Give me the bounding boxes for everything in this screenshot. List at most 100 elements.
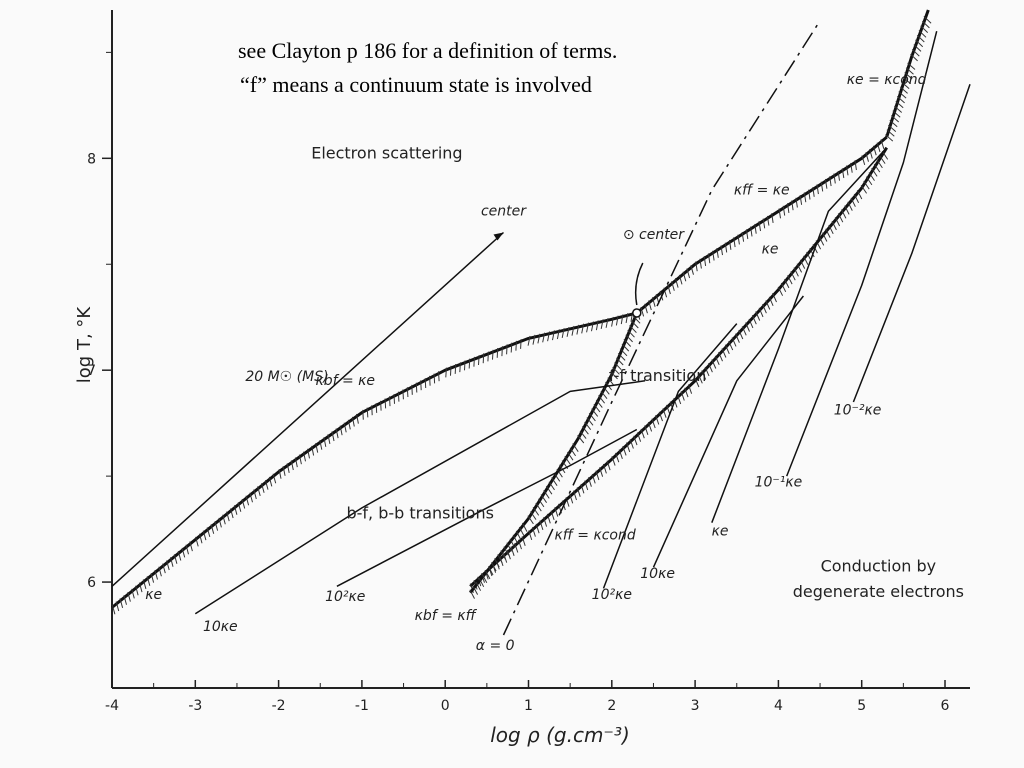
hatch-mark xyxy=(824,178,828,189)
hatch-mark xyxy=(543,517,548,527)
curve-label: 10κe xyxy=(640,566,675,582)
hatch-mark xyxy=(680,391,685,401)
y-tick-label: 6 xyxy=(87,575,96,591)
hatch-mark xyxy=(531,527,536,537)
hatch-mark xyxy=(748,318,754,329)
hatch-mark xyxy=(569,493,574,504)
hatch-mark xyxy=(745,322,750,332)
hatch-mark xyxy=(543,490,550,499)
hatch-mark xyxy=(904,72,913,80)
hatch-mark xyxy=(622,445,627,456)
hatch-mark xyxy=(880,139,885,149)
hatch-mark xyxy=(890,115,900,123)
hatch-mark xyxy=(135,585,139,596)
curve-label: κff = κcond xyxy=(555,528,636,544)
hatch-mark xyxy=(593,403,601,413)
curve-label: 10²κe xyxy=(592,587,632,603)
hatch-mark xyxy=(647,421,653,432)
hatch-mark xyxy=(138,582,143,593)
hatch-mark xyxy=(699,258,702,269)
hatch-mark xyxy=(586,417,594,426)
hatch-mark xyxy=(566,327,570,337)
hatch-mark xyxy=(737,234,740,245)
hatch-mark xyxy=(923,16,932,24)
hatch-mark xyxy=(615,452,620,463)
hatch-mark xyxy=(619,348,628,357)
hatch-mark xyxy=(587,477,592,487)
hatch-mark xyxy=(780,282,787,293)
hatch-mark xyxy=(676,394,682,405)
series-line xyxy=(885,9,930,138)
series-line xyxy=(602,323,738,589)
hatch-mark xyxy=(777,286,784,296)
hatch-mark xyxy=(512,534,519,544)
hatch-mark xyxy=(226,511,230,522)
hatch-mark xyxy=(556,329,560,340)
series-line xyxy=(711,147,888,523)
hatch-mark xyxy=(581,323,585,334)
hatch-mark xyxy=(433,373,436,384)
hatch-mark xyxy=(537,333,541,344)
hatch-mark xyxy=(323,437,327,447)
hatch-mark xyxy=(629,439,634,449)
hatch-mark xyxy=(812,187,815,197)
region-label: Electron scattering xyxy=(311,143,462,162)
hatch-mark xyxy=(663,287,668,298)
hatch-mark xyxy=(755,311,761,321)
hatch-mark xyxy=(111,604,116,615)
hatch-mark xyxy=(545,485,553,495)
hatch-mark xyxy=(521,522,528,532)
hatch-mark xyxy=(846,165,849,176)
hatch-mark xyxy=(741,326,747,336)
hatch-mark xyxy=(741,231,745,242)
series-line xyxy=(194,380,646,615)
hatch-mark xyxy=(850,197,856,207)
curve-label: 10κe xyxy=(203,619,238,635)
hatch-mark xyxy=(586,322,589,333)
hatch-mark xyxy=(595,470,600,481)
hatch-mark xyxy=(591,473,596,484)
hatch-mark xyxy=(468,358,471,369)
hatch-mark xyxy=(671,281,675,291)
hatch-mark xyxy=(772,292,777,303)
hatch-mark xyxy=(711,359,717,369)
hatch-mark xyxy=(615,315,619,326)
hatch-mark xyxy=(825,228,831,238)
hatch-mark xyxy=(500,550,506,560)
hatch-mark xyxy=(598,395,605,404)
hatch-mark xyxy=(754,223,757,234)
hatch-mark xyxy=(816,184,819,195)
x-tick-label: -4 xyxy=(105,698,119,714)
hatch-mark xyxy=(714,355,720,366)
hatch-mark xyxy=(876,142,881,153)
hatch-mark xyxy=(911,48,920,57)
series-line xyxy=(111,231,505,587)
hatch-mark xyxy=(724,242,728,253)
hatch-mark xyxy=(506,542,512,552)
hatch-mark xyxy=(865,176,873,186)
hatch-mark xyxy=(475,581,482,591)
series-line xyxy=(469,146,888,588)
hatch-mark xyxy=(506,549,511,560)
hatch-mark xyxy=(210,524,215,534)
hatch-mark xyxy=(454,363,457,374)
hatch-mark xyxy=(527,515,534,525)
hatch-mark xyxy=(790,271,796,281)
center-marker xyxy=(632,308,642,318)
series-line xyxy=(502,20,821,636)
hatch-mark xyxy=(249,492,253,503)
hatch-mark xyxy=(787,203,790,213)
hatch-mark xyxy=(127,591,131,602)
hatch-mark xyxy=(655,415,660,425)
hatch-mark xyxy=(565,497,570,507)
hatch-mark xyxy=(606,460,611,471)
region-label: b-f, b-b transitions xyxy=(346,504,493,523)
hatch-mark xyxy=(631,320,639,329)
curve-label: κbf = κff xyxy=(415,608,478,624)
center-arrow xyxy=(634,262,644,306)
x-tick-label: -3 xyxy=(188,698,202,714)
hatch-mark xyxy=(899,86,908,94)
hatch-mark xyxy=(920,25,929,33)
hatch-mark xyxy=(808,189,811,200)
